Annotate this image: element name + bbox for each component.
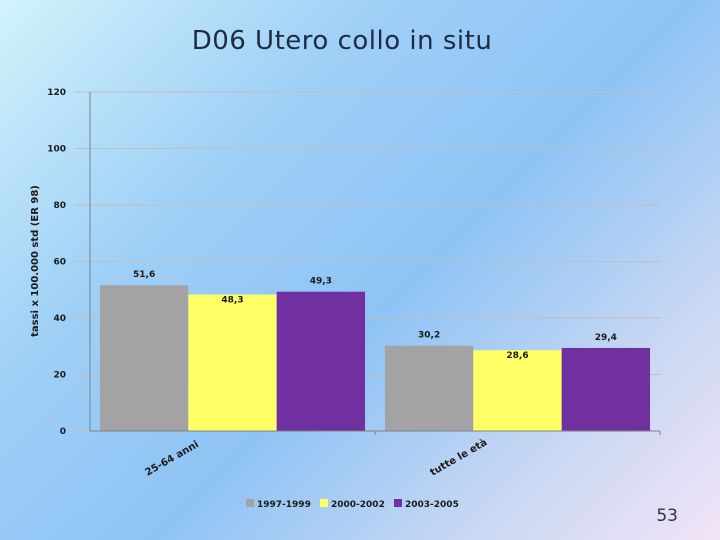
y-tick-label: 80 — [53, 201, 66, 211]
legend-label: 2000-2002 — [331, 500, 385, 510]
legend: 1997-1999 2000-2002 2003-2005 — [246, 499, 459, 510]
data-label: 51,6 — [133, 270, 155, 280]
bar — [99, 285, 189, 431]
y-tick-label: 100 — [47, 145, 66, 155]
data-labels: 51,6 48,3 49,3 30,2 28,6 29,4 — [133, 270, 617, 361]
page-number: 53 — [656, 506, 678, 526]
data-label: 48,3 — [221, 296, 243, 306]
bars — [99, 285, 651, 431]
legend-swatch — [246, 499, 254, 507]
data-label: 29,4 — [595, 333, 617, 343]
bar — [561, 347, 651, 431]
y-tick-label: 40 — [53, 314, 66, 324]
legend-swatch — [320, 499, 328, 507]
bar — [276, 291, 366, 431]
axes — [89, 92, 661, 435]
x-category-label: 25-64 anni — [144, 439, 201, 478]
y-axis-label: tassi x 100.000 std (ER 98) — [30, 185, 41, 337]
bar — [188, 294, 277, 431]
bar — [473, 350, 562, 431]
data-label: 49,3 — [310, 277, 332, 287]
legend-label: 2003-2005 — [405, 500, 459, 510]
y-tick-label: 120 — [47, 88, 66, 98]
page-title: D06 Utero collo in situ — [191, 26, 493, 56]
bar — [384, 345, 474, 431]
data-label: 30,2 — [418, 331, 440, 341]
y-tick-label: 60 — [53, 258, 66, 268]
x-axis-categories: 25-64 anni tutte le età — [144, 436, 490, 478]
y-axis-ticks: 0 20 40 60 80 100 120 — [47, 88, 66, 437]
legend-swatch — [394, 499, 402, 507]
x-category-label: tutte le età — [428, 436, 489, 478]
data-label: 28,6 — [506, 351, 528, 361]
y-tick-label: 0 — [60, 427, 66, 437]
y-tick-label: 20 — [53, 371, 66, 381]
legend-label: 1997-1999 — [257, 500, 311, 510]
